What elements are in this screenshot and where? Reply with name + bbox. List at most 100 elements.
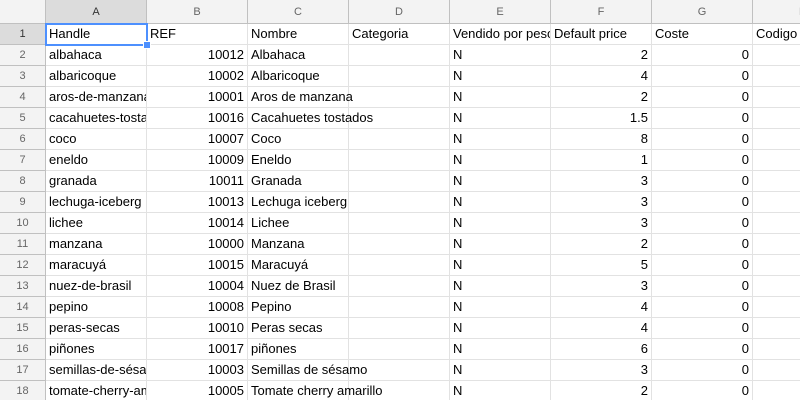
cell[interactable]	[753, 297, 800, 318]
cell[interactable]: 0	[652, 234, 753, 255]
row-header[interactable]: 2	[0, 45, 46, 66]
column-header[interactable]: B	[147, 0, 248, 24]
cell[interactable]: 10011	[147, 171, 248, 192]
row-header[interactable]: 17	[0, 360, 46, 381]
cell[interactable]: N	[450, 318, 551, 339]
column-header[interactable]: F	[551, 0, 652, 24]
row-header[interactable]: 15	[0, 318, 46, 339]
cell[interactable]: 5	[551, 255, 652, 276]
cell[interactable]: Peras secas	[248, 318, 349, 339]
cell[interactable]: 2	[551, 381, 652, 400]
cell[interactable]: 0	[652, 381, 753, 400]
cell[interactable]: 10009	[147, 150, 248, 171]
cell[interactable]: 10015	[147, 255, 248, 276]
cell[interactable]: 0	[652, 66, 753, 87]
cell[interactable]: 8	[551, 129, 652, 150]
row-header[interactable]: 6	[0, 129, 46, 150]
cell[interactable]: 10001	[147, 87, 248, 108]
cell[interactable]: N	[450, 297, 551, 318]
row-header[interactable]: 12	[0, 255, 46, 276]
cell[interactable]: semillas-de-sésamo	[46, 360, 147, 381]
cell[interactable]: 0	[652, 276, 753, 297]
cell[interactable]	[753, 234, 800, 255]
cell[interactable]: N	[450, 192, 551, 213]
cell[interactable]: 0	[652, 360, 753, 381]
header-cell[interactable]: Default price	[551, 24, 652, 45]
cell[interactable]: granada	[46, 171, 147, 192]
cell[interactable]	[753, 213, 800, 234]
cell[interactable]: 0	[652, 339, 753, 360]
row-header[interactable]: 1	[0, 24, 46, 45]
cell[interactable]: 2	[551, 234, 652, 255]
cell[interactable]: Semillas de sésamo	[248, 360, 367, 381]
cell[interactable]: peras-secas	[46, 318, 147, 339]
cell[interactable]	[753, 192, 800, 213]
cell[interactable]	[349, 255, 450, 276]
cell[interactable]: Lechuga iceberg	[248, 192, 349, 213]
cell[interactable]	[349, 87, 450, 108]
column-header[interactable]: A	[46, 0, 147, 24]
cell[interactable]: 3	[551, 360, 652, 381]
cell[interactable]: aros-de-manzana	[46, 87, 147, 108]
cell[interactable]	[349, 45, 450, 66]
cell[interactable]: 2	[551, 45, 652, 66]
cell[interactable]	[349, 129, 450, 150]
cell[interactable]: N	[450, 150, 551, 171]
cell[interactable]: 10010	[147, 318, 248, 339]
cell[interactable]: 10007	[147, 129, 248, 150]
cell[interactable]	[349, 276, 450, 297]
cell[interactable]: 10003	[147, 360, 248, 381]
header-cell[interactable]: Vendido por peso	[450, 24, 551, 45]
cell[interactable]: N	[450, 87, 551, 108]
row-header[interactable]: 10	[0, 213, 46, 234]
cell[interactable]: 10013	[147, 192, 248, 213]
row-header[interactable]: 11	[0, 234, 46, 255]
cell[interactable]: 3	[551, 276, 652, 297]
cell[interactable]	[349, 150, 450, 171]
row-header[interactable]: 4	[0, 87, 46, 108]
cell[interactable]: 10008	[147, 297, 248, 318]
row-header[interactable]: 14	[0, 297, 46, 318]
cell[interactable]: 10000	[147, 234, 248, 255]
cell[interactable]: N	[450, 276, 551, 297]
row-header[interactable]: 5	[0, 108, 46, 129]
row-header[interactable]: 13	[0, 276, 46, 297]
row-header[interactable]: 7	[0, 150, 46, 171]
cell[interactable]: 0	[652, 192, 753, 213]
cell[interactable]: 10002	[147, 66, 248, 87]
cell[interactable]	[349, 192, 450, 213]
cell[interactable]: Tomate cherry amarillo	[248, 381, 383, 400]
cell[interactable]: 4	[551, 66, 652, 87]
row-header[interactable]: 3	[0, 66, 46, 87]
cell[interactable]: 10004	[147, 276, 248, 297]
cell[interactable]: lechuga-iceberg	[46, 192, 147, 213]
cell[interactable]	[753, 381, 800, 400]
cell[interactable]: N	[450, 339, 551, 360]
cell[interactable]: 0	[652, 150, 753, 171]
cell[interactable]: Albahaca	[248, 45, 349, 66]
cell[interactable]: Maracuyá	[248, 255, 349, 276]
cell[interactable]	[753, 45, 800, 66]
column-header[interactable]: C	[248, 0, 349, 24]
cell[interactable]: 3	[551, 192, 652, 213]
cell[interactable]	[349, 108, 450, 129]
cell[interactable]: Pepino	[248, 297, 349, 318]
cell[interactable]: Granada	[248, 171, 349, 192]
cell[interactable]: manzana	[46, 234, 147, 255]
row-header[interactable]: 9	[0, 192, 46, 213]
cell[interactable]: Lichee	[248, 213, 349, 234]
row-header[interactable]: 16	[0, 339, 46, 360]
cell[interactable]	[349, 318, 450, 339]
cell[interactable]	[753, 108, 800, 129]
cell[interactable]	[753, 339, 800, 360]
cell[interactable]: 10005	[147, 381, 248, 400]
column-header[interactable]: G	[652, 0, 753, 24]
cell[interactable]: maracuyá	[46, 255, 147, 276]
cell[interactable]: N	[450, 234, 551, 255]
cell[interactable]: 4	[551, 297, 652, 318]
cell[interactable]: 10012	[147, 45, 248, 66]
cell[interactable]: 0	[652, 255, 753, 276]
cell[interactable]: 2	[551, 87, 652, 108]
column-header[interactable]: E	[450, 0, 551, 24]
row-header[interactable]: 8	[0, 171, 46, 192]
